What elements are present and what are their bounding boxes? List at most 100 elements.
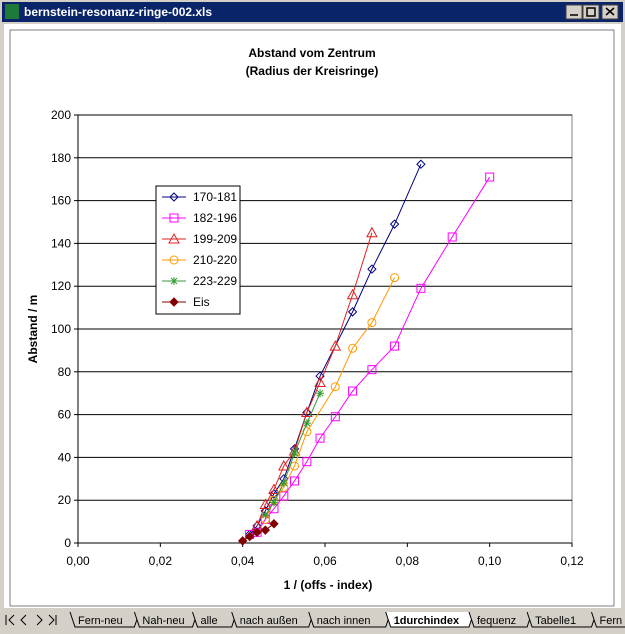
data-point (367, 318, 377, 328)
data-point (348, 343, 358, 353)
data-point (269, 519, 279, 529)
legend-marker (169, 255, 179, 265)
window-buttons[interactable] (565, 4, 619, 20)
data-point (290, 461, 300, 471)
tab-label[interactable]: Fern-neu (78, 615, 123, 627)
x-tick-label: 0,10 (478, 554, 502, 568)
tab-shape[interactable] (591, 611, 625, 628)
legend-marker (170, 277, 178, 285)
legend-label: 210-220 (193, 253, 237, 267)
y-tick-label: 100 (51, 322, 71, 336)
x-tick-label: 0,04 (231, 554, 255, 568)
sheet-tab[interactable]: Fern (591, 611, 625, 628)
data-point (268, 483, 280, 494)
tab-label[interactable]: fequenz (477, 615, 516, 627)
data-point (302, 457, 312, 467)
legend-label: 170-181 (193, 190, 237, 204)
data-point (301, 406, 313, 417)
data-point (390, 341, 400, 351)
chart-subtitle: (Radius der Kreisringe) (246, 64, 379, 78)
y-tick-label: 60 (58, 408, 72, 422)
sheet-tab[interactable]: fequenz (468, 611, 533, 628)
sheet-tab[interactable]: 1durchindex (385, 611, 475, 628)
x-tick-label: 0,02 (149, 554, 173, 568)
data-point (269, 489, 279, 499)
y-tick-label: 80 (58, 365, 72, 379)
tab-label[interactable]: nach innen (317, 615, 371, 627)
x-tick-label: 0,12 (560, 554, 584, 568)
legend-label: 182-196 (193, 211, 237, 225)
x-axis-label: 1 / (offs - index) (284, 578, 373, 592)
data-point (269, 498, 278, 507)
data-point (279, 479, 288, 488)
tab-label[interactable]: alle (201, 615, 218, 627)
legend-box (155, 185, 241, 315)
sheet-tab[interactable]: nach innen (308, 611, 392, 628)
x-tick-label: 0,00 (66, 554, 90, 568)
data-point (347, 307, 358, 317)
tab-scroll-button[interactable] (5, 614, 15, 626)
data-point (447, 232, 457, 242)
data-point (330, 412, 340, 422)
legend-label: 223-229 (193, 274, 237, 288)
sheet-tab[interactable]: Tabelle1 (526, 611, 597, 628)
tab-scroll-button[interactable] (48, 614, 57, 626)
sheet-tab[interactable]: nach außen (231, 611, 315, 628)
tab-label[interactable]: Nah-neu (142, 615, 184, 627)
x-tick-label: 0,06 (313, 554, 337, 568)
title-bar (2, 2, 623, 22)
data-point (315, 371, 325, 381)
data-point (252, 527, 262, 538)
tab-label[interactable]: 1durchindex (394, 615, 460, 627)
data-point (302, 419, 311, 428)
legend-label: 199-209 (193, 232, 237, 246)
tab-label[interactable]: nach außen (240, 615, 298, 627)
data-point (244, 531, 255, 542)
y-axis-label: Abstand / m (26, 295, 40, 364)
data-point (367, 365, 377, 375)
tab-label[interactable]: Fern (600, 615, 623, 627)
sheet-tab[interactable]: Fern-neu (69, 611, 140, 628)
data-point (261, 511, 270, 520)
y-tick-label: 200 (51, 108, 71, 122)
maximize[interactable] (582, 4, 600, 20)
data-point (237, 536, 248, 546)
data-point (390, 273, 400, 283)
y-tick-label: 40 (58, 450, 72, 464)
tab-scroll-button[interactable] (36, 614, 43, 626)
data-point (315, 433, 325, 443)
legend-marker (168, 232, 180, 244)
tab-label[interactable]: Tabelle1 (535, 615, 576, 627)
sheet-tab[interactable]: Nah-neu (133, 611, 198, 628)
data-point (314, 376, 326, 387)
data-point (259, 498, 272, 509)
data-point (416, 283, 426, 293)
y-tick-label: 120 (51, 279, 71, 293)
chart-border (9, 29, 615, 607)
minimize[interactable] (565, 4, 583, 20)
legend-marker (169, 213, 179, 223)
y-tick-label: 0 (64, 536, 71, 550)
data-point (329, 340, 342, 351)
data-point (316, 389, 325, 398)
legend-marker (169, 192, 179, 202)
window-title: bernstein-resonanz-ringe-002.xls (24, 5, 212, 19)
data-point (366, 226, 378, 238)
y-tick-label: 160 (51, 194, 71, 208)
data-point (346, 288, 359, 300)
x-tick-label: 0,08 (396, 554, 420, 568)
y-tick-label: 20 (58, 493, 72, 507)
data-point (330, 382, 340, 392)
data-point (290, 476, 300, 486)
button-glyphs (570, 7, 615, 17)
legend-label: Eis (193, 295, 210, 309)
data-point (348, 386, 358, 396)
data-point (277, 459, 290, 471)
sheet-tab[interactable]: alle (192, 611, 238, 628)
tab-scroll-button[interactable] (20, 614, 27, 626)
legend-marker (169, 297, 179, 307)
data-point (389, 219, 400, 229)
y-tick-label: 140 (51, 236, 71, 250)
